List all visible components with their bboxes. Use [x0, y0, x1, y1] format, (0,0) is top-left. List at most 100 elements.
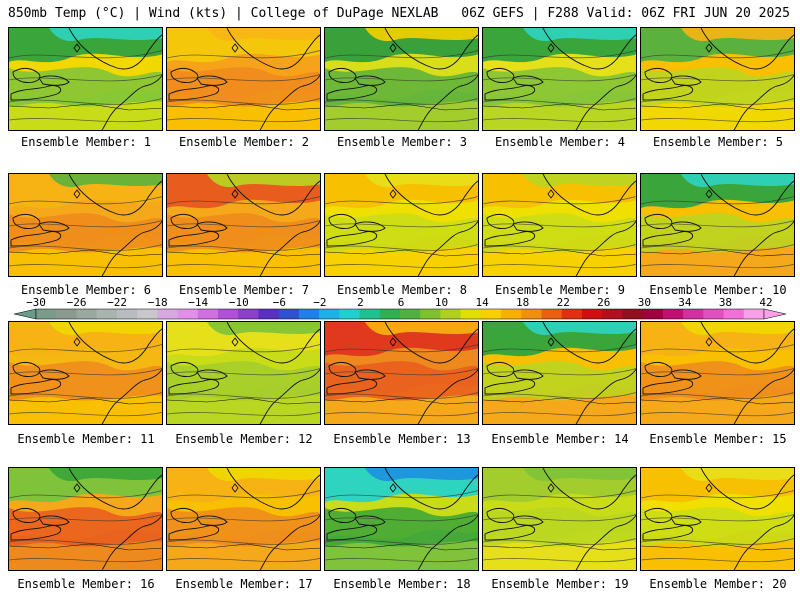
color-scale-swatch	[642, 309, 664, 319]
ensemble-member-label: Ensemble Member: 1	[20, 135, 152, 149]
color-scale-swatch	[177, 309, 199, 319]
ensemble-member-label: Ensemble Member: 20	[649, 577, 787, 591]
color-scale-swatch	[379, 309, 401, 319]
color-scale-swatch	[561, 309, 583, 319]
color-scale-swatch	[602, 309, 623, 319]
coastline-outline	[9, 322, 162, 424]
map-panel	[482, 321, 637, 425]
coastline-outline	[167, 322, 320, 424]
map-panel	[324, 27, 479, 131]
color-scale-swatch	[683, 309, 704, 319]
temperature-field	[641, 322, 794, 424]
color-scale-swatch	[56, 309, 77, 319]
color-scale-tick-label: −30	[26, 296, 46, 309]
color-scale-swatch	[622, 309, 644, 319]
coastline-outline	[641, 174, 794, 276]
temperature-field	[167, 468, 320, 570]
color-scale-tick-label: 30	[637, 296, 651, 309]
map-panel	[8, 467, 163, 571]
map-panel	[324, 173, 479, 277]
color-scale-tick-label: −18	[147, 296, 168, 309]
color-scale-swatch	[582, 309, 603, 319]
ensemble-member-label: Ensemble Member: 6	[20, 283, 152, 297]
color-scale-swatch	[501, 309, 522, 319]
map-panel	[640, 467, 795, 571]
temperature-field	[483, 174, 636, 276]
ensemble-member-label: Ensemble Member: 3	[336, 135, 468, 149]
map-panel	[8, 173, 163, 277]
map-panel	[482, 467, 637, 571]
color-scale-tick-label: −14	[188, 296, 209, 309]
map-panel	[482, 27, 637, 131]
ensemble-member-label: Ensemble Member: 18	[333, 577, 471, 591]
ensemble-member-label: Ensemble Member: 14	[491, 432, 629, 446]
temperature-field	[325, 322, 478, 424]
ensemble-member-label: Ensemble Member: 8	[336, 283, 468, 297]
ensemble-member-label: Ensemble Member: 9	[494, 283, 626, 297]
color-scale-tick-label: 42	[759, 296, 773, 309]
color-scale-swatch	[723, 309, 745, 319]
map-panel	[166, 467, 321, 571]
coastline-outline	[483, 468, 636, 570]
map-panel	[482, 173, 637, 277]
color-scale-bar	[14, 308, 786, 320]
temperature-field	[325, 468, 478, 570]
temperature-field	[641, 468, 794, 570]
color-scale-swatch	[339, 309, 361, 319]
map-panel	[166, 321, 321, 425]
ensemble-member-label: Ensemble Member: 13	[333, 432, 471, 446]
temperature-field	[9, 468, 162, 570]
temperature-field	[167, 174, 320, 276]
temperature-field	[9, 28, 162, 130]
coastline-outline	[9, 174, 162, 276]
map-panel	[324, 467, 479, 571]
ensemble-member-label: Ensemble Member: 4	[494, 135, 626, 149]
map-panel	[324, 321, 479, 425]
color-scale-tick-label: 18	[516, 296, 530, 309]
temperature-field	[641, 174, 794, 276]
ensemble-member-label: Ensemble Member: 5	[652, 135, 784, 149]
color-scale-tick-label: −6	[272, 296, 286, 309]
ensemble-member-label: Ensemble Member: 10	[649, 283, 787, 297]
temperature-field	[641, 28, 794, 130]
color-scale-tick-label: 38	[718, 296, 733, 309]
color-scale-tick-label: 10	[434, 296, 449, 309]
coastline-outline	[167, 468, 320, 570]
map-panel	[640, 27, 795, 131]
color-scale-tick-label: 22	[556, 296, 570, 309]
color-scale-swatch	[278, 309, 300, 319]
color-scale-swatch	[137, 309, 158, 319]
map-panel	[640, 173, 795, 277]
coastline-outline	[167, 174, 320, 276]
color-scale-tick-label: 34	[678, 296, 692, 309]
color-scale-swatch	[96, 309, 118, 319]
color-scale-tick-label: 14	[475, 296, 489, 309]
color-scale-tick-label: −22	[107, 296, 128, 309]
map-panel	[640, 321, 795, 425]
header-right: 06Z GEFS | F288 Valid: 06Z FRI JUN 20 20…	[461, 6, 790, 21]
color-scale-swatch	[319, 309, 340, 319]
temperature-field	[167, 322, 320, 424]
coastline-outline	[167, 28, 320, 130]
color-scale-swatch	[440, 309, 462, 319]
color-scale-swatch	[420, 309, 441, 319]
coastline-outline	[325, 28, 478, 130]
ensemble-member-label: Ensemble Member: 12	[175, 432, 313, 446]
color-scale-swatch	[703, 309, 725, 319]
ensemble-member-label: Ensemble Member: 19	[491, 577, 629, 591]
color-scale-tick-label: −10	[228, 296, 249, 309]
color-scale-tick-label: 26	[597, 296, 611, 309]
color-scale-swatch	[400, 309, 421, 319]
color-scale-swatch	[76, 309, 98, 319]
temperature-field	[325, 174, 478, 276]
map-panel	[8, 27, 163, 131]
temperature-field	[483, 468, 636, 570]
color-scale-swatch	[460, 309, 482, 319]
color-scale-tick-label: −2	[313, 296, 327, 309]
color-scale-tick-label: 2	[357, 296, 364, 309]
coastline-outline	[325, 322, 478, 424]
color-scale-swatch	[298, 309, 320, 319]
coastline-outline	[483, 322, 636, 424]
color-scale-tick-label: −26	[66, 296, 87, 309]
color-scale-swatch	[116, 309, 138, 319]
